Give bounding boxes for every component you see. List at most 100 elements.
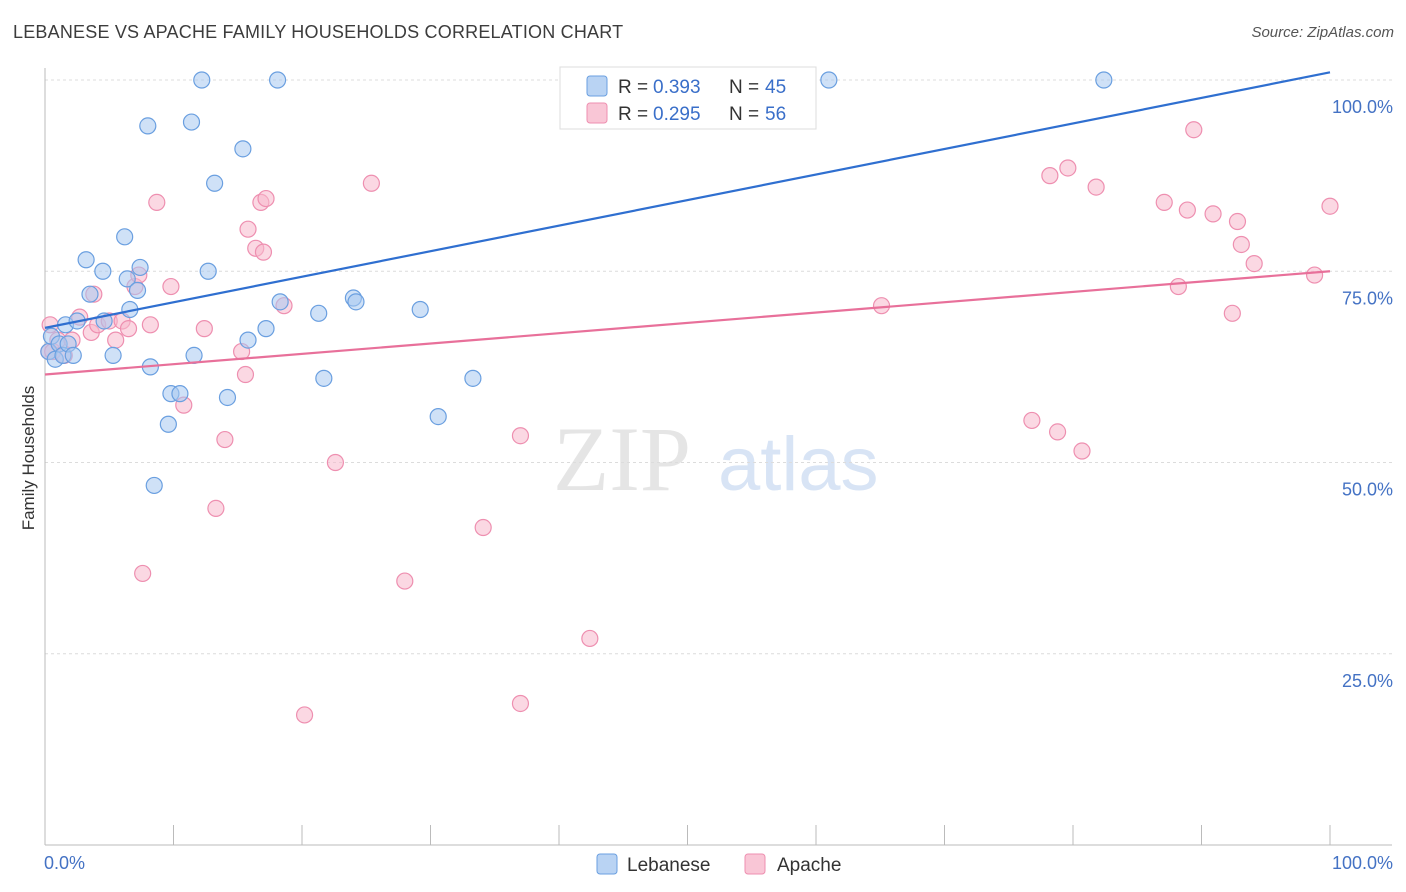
lebanese-point-31 bbox=[234, 140, 252, 158]
lebanese-point-43 bbox=[820, 71, 838, 89]
chart-title: LEBANESE VS APACHE FAMILY HOUSEHOLDS COR… bbox=[13, 22, 624, 42]
legend-swatch-lebanese bbox=[586, 75, 608, 97]
lebanese-point-27 bbox=[193, 71, 211, 89]
lebanese-point-36 bbox=[310, 304, 328, 322]
lebanese-point-30 bbox=[218, 388, 237, 407]
lebanese-point-10 bbox=[81, 285, 99, 303]
apache-point-16 bbox=[134, 564, 152, 583]
apache-point-46 bbox=[1087, 178, 1105, 196]
apache-point-52 bbox=[1223, 304, 1241, 322]
apache-point-21 bbox=[195, 320, 213, 338]
lebanese-point-33 bbox=[257, 320, 275, 338]
lebanese-point-35 bbox=[271, 293, 289, 311]
apache-point-35 bbox=[396, 572, 414, 590]
apache-point-55 bbox=[1245, 255, 1263, 273]
legend-swatch-apache bbox=[586, 102, 608, 124]
legend-lebanese-r-value: 0.393 bbox=[653, 77, 701, 98]
apache-point-54 bbox=[1232, 235, 1250, 254]
apache-point-43 bbox=[1048, 423, 1067, 441]
apache-point-47 bbox=[1155, 193, 1173, 211]
lebanese-point-13 bbox=[104, 346, 122, 364]
y-tick-label-2: 75.0% bbox=[1342, 288, 1393, 308]
legend-apache-r-value: 0.295 bbox=[653, 104, 701, 125]
lebanese-point-17 bbox=[128, 281, 147, 299]
x-tick-label-right: 100.0% bbox=[1332, 853, 1393, 873]
watermark-atlas: atlas bbox=[718, 422, 879, 507]
apache-point-40 bbox=[872, 297, 891, 315]
apache-point-29 bbox=[254, 243, 273, 261]
legend-apache-r-label: R = bbox=[618, 104, 648, 125]
apache-point-45 bbox=[1073, 442, 1091, 460]
lebanese-point-25 bbox=[182, 113, 201, 131]
apache-point-18 bbox=[148, 193, 166, 211]
apache-point-41 bbox=[1023, 411, 1041, 430]
y-axis-label: Family Households bbox=[19, 386, 38, 531]
apache-point-44 bbox=[1059, 159, 1077, 177]
apache-point-57 bbox=[1321, 197, 1339, 215]
lebanese-point-9 bbox=[77, 251, 95, 269]
apache-point-38 bbox=[511, 694, 530, 713]
legend-lebanese-n-value: 45 bbox=[765, 77, 786, 98]
apache-point-39 bbox=[581, 629, 599, 648]
legend-lebanese-n-label: N = bbox=[729, 77, 759, 98]
apache-point-30 bbox=[257, 189, 275, 208]
legend-lebanese-r-label: R = bbox=[618, 77, 648, 98]
lebanese-point-18 bbox=[131, 258, 149, 277]
lebanese-point-19 bbox=[139, 117, 157, 135]
apache-point-48 bbox=[1169, 277, 1187, 296]
apache-point-34 bbox=[362, 174, 380, 192]
apache-point-51 bbox=[1204, 205, 1222, 223]
apache-point-49 bbox=[1178, 201, 1196, 219]
apache-point-37 bbox=[511, 427, 530, 445]
apache-point-53 bbox=[1228, 212, 1247, 231]
lebanese-point-37 bbox=[315, 369, 333, 387]
apache-point-32 bbox=[295, 706, 314, 724]
apache-point-25 bbox=[236, 365, 255, 384]
lebanese-point-39 bbox=[347, 293, 365, 311]
legend-apache-n-value: 56 bbox=[765, 104, 786, 125]
lebanese-trend-line bbox=[44, 71, 1331, 329]
bottom-legend-apache: Apache bbox=[777, 855, 841, 876]
lebanese-point-40 bbox=[411, 300, 429, 319]
apache-point-17 bbox=[141, 316, 159, 334]
apache-point-13 bbox=[119, 320, 138, 338]
apache-point-50 bbox=[1185, 121, 1203, 139]
lebanese-point-29 bbox=[206, 174, 224, 192]
apache-point-33 bbox=[326, 453, 345, 472]
bottom-legend-swatch-apache bbox=[744, 853, 766, 875]
source-label: Source: ZipAtlas.com bbox=[1251, 24, 1394, 41]
lebanese-point-7 bbox=[64, 346, 82, 364]
apache-point-42 bbox=[1041, 167, 1059, 185]
y-tick-label-0: 25.0% bbox=[1342, 671, 1393, 691]
legend-apache-n-label: N = bbox=[729, 104, 759, 125]
lebanese-point-14 bbox=[116, 228, 134, 246]
apache-point-19 bbox=[162, 277, 180, 296]
lebanese-point-34 bbox=[268, 71, 287, 89]
apache-trend-line bbox=[44, 270, 1331, 376]
bottom-legend-swatch-lebanese bbox=[596, 853, 618, 875]
apache-point-11 bbox=[107, 331, 125, 349]
series-legend: Lebanese Apache bbox=[596, 853, 841, 876]
y-tick-label-1: 50.0% bbox=[1342, 480, 1393, 500]
lebanese-point-41 bbox=[429, 408, 447, 426]
lebanese-point-28 bbox=[199, 262, 217, 280]
apache-point-26 bbox=[239, 220, 257, 238]
lebanese-point-21 bbox=[145, 476, 163, 495]
lebanese-point-42 bbox=[464, 369, 482, 387]
lebanese-point-22 bbox=[159, 415, 177, 433]
watermark-zip: ZIP bbox=[553, 408, 691, 510]
lebanese-point-44 bbox=[1095, 71, 1113, 89]
y-tick-label-3: 100.0% bbox=[1332, 97, 1393, 117]
apache-point-36 bbox=[474, 518, 492, 537]
stats-legend: R = 0.393 N = 45 R = 0.295 N = 56 bbox=[559, 66, 817, 130]
lebanese-point-32 bbox=[239, 331, 257, 349]
apache-point-22 bbox=[207, 499, 225, 517]
lebanese-point-11 bbox=[94, 262, 112, 280]
lebanese-point-24 bbox=[171, 385, 189, 403]
bottom-legend-lebanese: Lebanese bbox=[627, 855, 710, 876]
lebanese-point-15 bbox=[118, 270, 136, 288]
apache-point-56 bbox=[1305, 266, 1324, 284]
apache-point-23 bbox=[216, 430, 234, 449]
x-tick-label-left: 0.0% bbox=[44, 853, 85, 873]
